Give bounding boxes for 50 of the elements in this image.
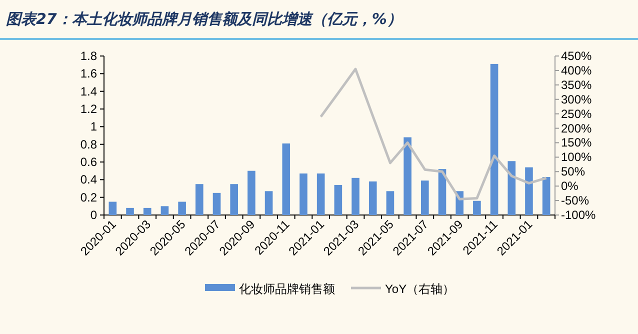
bar	[196, 184, 204, 215]
bar	[490, 64, 498, 215]
y-tick-label: 0.8	[80, 137, 98, 152]
bar	[525, 167, 533, 215]
bar	[108, 202, 117, 215]
y-tick-label: 1	[90, 120, 98, 134]
bar	[386, 191, 394, 215]
y2-tick-label: -50%	[561, 194, 590, 208]
y-tick-label: 1.2	[80, 102, 98, 116]
legend-label: 化妆师品牌销售额	[239, 282, 335, 296]
bar	[352, 178, 360, 215]
bar	[316, 173, 325, 215]
y2-tick-label: 100%	[561, 150, 592, 164]
y-tick-label: 0	[90, 208, 98, 222]
y-tick-label: 1.8	[80, 49, 98, 63]
y2-tick-label: 250%	[561, 106, 592, 121]
bar	[404, 137, 412, 215]
y2-tick-label: -100%	[561, 208, 596, 222]
bar	[248, 170, 256, 215]
y2-tick-label: 200%	[561, 121, 592, 136]
bar	[264, 191, 273, 215]
y-tick-label: 1.4	[80, 84, 98, 98]
bar	[473, 200, 481, 215]
y2-tick-label: 0%	[561, 179, 579, 194]
bar	[160, 206, 169, 215]
y2-tick-label: 450%	[561, 49, 592, 63]
bar	[126, 208, 134, 215]
bar	[212, 192, 221, 215]
bar	[508, 161, 516, 215]
bar	[143, 208, 152, 215]
bar	[178, 202, 186, 215]
y-tick-label: 0.2	[80, 190, 98, 204]
bar	[230, 184, 238, 215]
y-tick-label: 1.6	[80, 66, 98, 81]
bar	[542, 177, 550, 215]
bar	[334, 184, 342, 215]
bar	[300, 173, 308, 215]
y2-tick-label: 50%	[561, 164, 586, 179]
bar	[421, 180, 429, 215]
y2-tick-label: 300%	[561, 92, 592, 106]
y2-tick-label: 350%	[561, 78, 592, 92]
y-tick-label: 0.6	[80, 155, 98, 169]
line-series	[320, 68, 548, 200]
y2-tick-label: 400%	[561, 63, 592, 78]
y2-tick-label: 150%	[561, 136, 592, 150]
legend-label: YoY（右轴）	[385, 282, 455, 296]
bar	[368, 181, 377, 215]
chart-title: 图表27：本土化妆师品牌月销售额及同比增速（亿元，%）	[6, 10, 402, 28]
y-tick-label: 0.4	[80, 172, 98, 187]
bar	[282, 143, 290, 215]
